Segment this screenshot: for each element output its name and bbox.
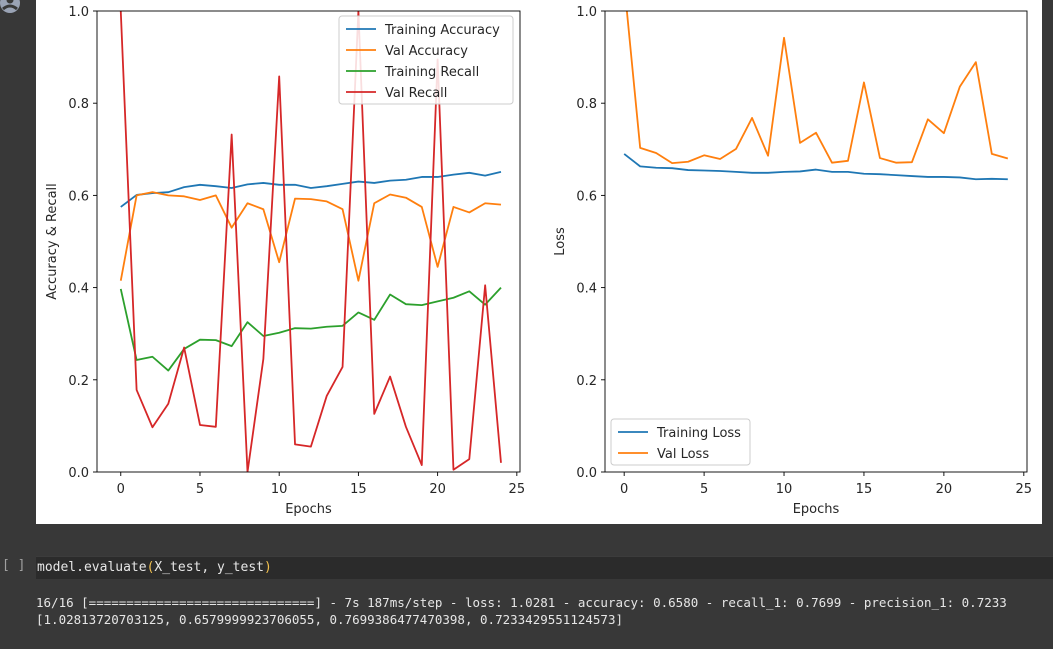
y-tick-label: 0.8 — [68, 97, 89, 112]
x-tick-label: 15 — [856, 482, 873, 497]
series-line-training-loss — [623, 153, 1008, 181]
cell-output: 16/16 [==============================] -… — [36, 594, 1007, 628]
chart-panel-1: 0 5 10 15 20 25 0.0 0.2 0.4 0.6 0.8 1.0 Epochs Accura… — [45, 5, 525, 517]
legend-label: Training Recall — [384, 65, 479, 80]
y-tick-label: 1.0 — [68, 5, 89, 20]
legend-label: Training Accuracy — [384, 23, 500, 38]
y-tick-label: 0.0 — [576, 466, 597, 481]
code-cell[interactable]: [ ] model.evaluate(X_test, y_test) — [0, 556, 1053, 579]
code-function: model.evaluate — [37, 560, 147, 575]
legend-label: Training Loss — [656, 426, 741, 441]
close-paren: ) — [263, 560, 272, 575]
open-paren: ( — [146, 560, 155, 575]
legend-label: Val Recall — [385, 86, 447, 101]
x-tick-label: 20 — [936, 482, 953, 497]
legend-label: Val Loss — [657, 447, 709, 462]
y-tick-label: 0.2 — [576, 374, 597, 389]
x-tick-label: 25 — [509, 482, 526, 497]
figure-svg: 0 5 10 15 20 25 0.0 0.2 0.4 0.6 0.8 1.0 Epochs Accura… — [45, 5, 1033, 517]
x-tick-label: 5 — [700, 482, 708, 497]
output-progress-line: 16/16 [==============================] -… — [36, 595, 1007, 610]
matplotlib-figure: 0 5 10 15 20 25 0.0 0.2 0.4 0.6 0.8 1.0 Epochs Accura… — [36, 0, 1042, 524]
y-tick-label: 0.6 — [576, 189, 597, 204]
y-axis-label: Accuracy & Recall — [45, 183, 60, 300]
x-tick-label: 10 — [776, 482, 793, 497]
code-arguments: X_test, y_test — [154, 560, 264, 575]
y-tick-label: 0.2 — [68, 374, 89, 389]
code-editor[interactable]: model.evaluate(X_test, y_test) — [36, 556, 1053, 579]
y-tick-label: 1.0 — [576, 5, 597, 20]
x-tick-label: 15 — [350, 482, 367, 497]
y-tick-label: 0.0 — [68, 466, 89, 481]
cell-run-bracket[interactable]: [ ] — [2, 558, 26, 573]
x-tick-label: 20 — [429, 482, 446, 497]
y-axis-label: Loss — [553, 227, 568, 256]
axes-frame — [604, 10, 1028, 473]
x-axis-label: Epochs — [285, 502, 332, 517]
x-tick-label: 10 — [271, 482, 288, 497]
x-axis-label: Epochs — [793, 502, 840, 517]
y-tick-label: 0.6 — [68, 189, 89, 204]
y-tick-label: 0.8 — [576, 97, 597, 112]
series-line-val-loss — [625, 11, 1009, 165]
legend: Training Loss Val Loss — [610, 418, 751, 466]
y-tick-label: 0.4 — [68, 282, 89, 297]
x-tick-label: 25 — [1016, 482, 1033, 497]
chart-panel-2: 0 5 10 15 20 25 0.0 0.2 0.4 0.6 0.8 1.0 Epochs Loss Tr… — [553, 5, 1033, 517]
legend-box — [338, 15, 514, 105]
x-tick-label: 0 — [117, 482, 125, 497]
user-avatar-icon[interactable] — [0, 0, 22, 16]
axes-frame — [96, 10, 521, 473]
series-line-training-recall — [119, 286, 502, 372]
legend-label: Val Accuracy — [385, 44, 468, 59]
y-tick-label: 0.4 — [576, 282, 597, 297]
x-tick-label: 5 — [196, 482, 204, 497]
series-line-val-accuracy — [119, 191, 502, 282]
output-result-list: [1.02813720703125, 0.6579999923706055, 0… — [36, 612, 623, 627]
legend: Training Accuracy Val Accuracy Training Re… — [338, 15, 514, 105]
x-tick-label: 0 — [620, 482, 628, 497]
series-line-training-accuracy — [120, 171, 502, 208]
code-line: model.evaluate(X_test, y_test) — [37, 560, 272, 575]
